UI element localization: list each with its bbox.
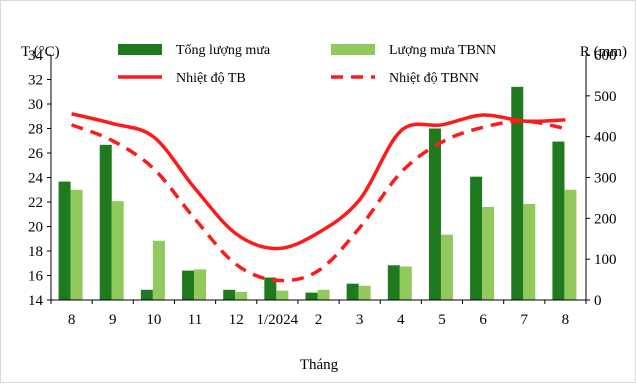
x-tick-label: 9 xyxy=(109,312,117,328)
right-tick-label: 500 xyxy=(594,89,617,105)
bar-rain-normal-9 xyxy=(440,234,453,300)
bar-rain-normal-12 xyxy=(564,189,577,300)
legend-swatch xyxy=(331,44,375,55)
legend-item-3: Nhiệt độ TBNN xyxy=(331,71,479,86)
right-axis-title: R (mm) xyxy=(580,44,627,60)
bar-rain-total-2 xyxy=(140,289,153,300)
bar-rain-total-10 xyxy=(470,176,483,300)
legend-swatch xyxy=(118,44,162,55)
bar-rain-total-3 xyxy=(182,270,195,300)
bar-rain-total-12 xyxy=(552,141,565,300)
x-axis-title: Tháng xyxy=(300,357,339,373)
legend-item-1: Lượng mưa TBNN xyxy=(331,43,496,58)
x-tick-label: 8 xyxy=(562,312,570,328)
legend-label: Nhiệt độ TBNN xyxy=(389,71,479,86)
axes-layer xyxy=(47,54,590,304)
left-tick-label: 16 xyxy=(28,269,44,285)
bar-rain-total-7 xyxy=(346,283,359,300)
left-tick-label: 22 xyxy=(28,195,43,211)
right-tick-label: 600 xyxy=(594,48,617,64)
left-tick-label: 32 xyxy=(28,73,43,89)
bar-rain-total-4 xyxy=(223,289,236,300)
line-temp-mean xyxy=(71,112,566,251)
bar-rain-normal-8 xyxy=(399,266,412,300)
bar-rain-total-6 xyxy=(305,292,318,300)
bar-rain-total-11 xyxy=(511,86,524,300)
right-tick-label: 300 xyxy=(594,171,617,187)
bar-rain-normal-2 xyxy=(152,240,165,300)
bar-rain-normal-1 xyxy=(111,201,124,300)
left-axis-title: T (°C) xyxy=(21,44,60,60)
left-tick-label: 30 xyxy=(28,97,43,113)
left-tick-label: 20 xyxy=(28,220,43,236)
legend-label: Lượng mưa TBNN xyxy=(389,43,496,58)
left-tick-label: 28 xyxy=(28,122,43,138)
x-tick-label: 2 xyxy=(315,312,323,328)
tick-labels-layer: 1416182022242628303234010020030040050060… xyxy=(28,48,617,328)
x-tick-label: 11 xyxy=(188,312,202,328)
left-tick-label: 26 xyxy=(28,146,44,162)
right-tick-label: 0 xyxy=(594,293,602,309)
legend-label: Tổng lượng mưa xyxy=(176,43,271,58)
x-tick-label: 10 xyxy=(146,312,161,328)
x-tick-label: 4 xyxy=(397,312,405,328)
legend-label: Nhiệt độ TB xyxy=(176,71,246,86)
left-tick-label: 14 xyxy=(28,293,44,309)
legend-item-2: Nhiệt độ TB xyxy=(118,71,246,86)
bar-rain-normal-10 xyxy=(482,206,495,300)
x-tick-label: 3 xyxy=(356,312,364,328)
bar-rain-normal-0 xyxy=(70,189,83,300)
bar-rain-normal-5 xyxy=(276,290,289,300)
bar-rain-normal-11 xyxy=(523,204,536,300)
x-tick-label: 6 xyxy=(479,312,487,328)
left-tick-label: 24 xyxy=(28,171,44,187)
bars-layer xyxy=(58,86,577,300)
bar-rain-normal-3 xyxy=(194,269,207,300)
bar-rain-normal-4 xyxy=(235,291,248,300)
lines-layer xyxy=(70,112,566,283)
left-tick-label: 18 xyxy=(28,244,43,260)
x-tick-label: 8 xyxy=(68,312,76,328)
bar-rain-normal-6 xyxy=(317,289,330,300)
bar-rain-total-1 xyxy=(99,144,112,300)
bar-rain-total-8 xyxy=(387,265,400,300)
bar-rain-total-0 xyxy=(58,181,71,300)
right-tick-label: 100 xyxy=(594,252,617,268)
legend-item-0: Tổng lượng mưa xyxy=(118,43,271,58)
left-tick-label: 34 xyxy=(28,48,44,64)
x-tick-label: 12 xyxy=(229,312,244,328)
x-tick-label: 5 xyxy=(438,312,446,328)
right-tick-label: 400 xyxy=(594,130,617,146)
right-tick-label: 200 xyxy=(594,211,617,227)
x-tick-label: 7 xyxy=(521,312,529,328)
bar-rain-total-9 xyxy=(428,128,441,300)
x-tick-label: 1/2024 xyxy=(257,312,299,328)
bar-rain-total-5 xyxy=(264,277,277,300)
line-temp-normal xyxy=(70,119,566,283)
bar-rain-normal-7 xyxy=(358,285,371,300)
